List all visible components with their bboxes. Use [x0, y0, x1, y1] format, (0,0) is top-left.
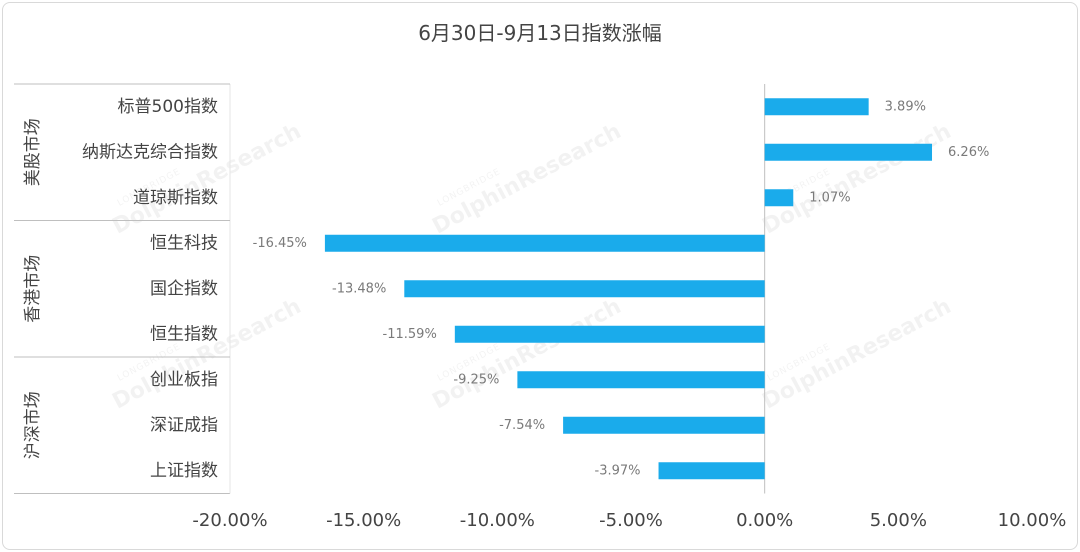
data-label: -13.48%: [332, 281, 386, 296]
watermark-text: DolphinResearch: [108, 119, 305, 240]
chart-title: 6月30日-9月13日指数涨幅: [418, 21, 662, 45]
watermark-text: DolphinResearch: [758, 294, 955, 415]
x-tick-label: -10.00%: [460, 510, 535, 531]
x-tick-label: -5.00%: [599, 510, 663, 531]
category-label: 国企指数: [150, 279, 218, 299]
watermark-text: DolphinResearch: [108, 294, 305, 415]
bar: [764, 189, 794, 207]
bar: [658, 462, 765, 480]
bar: [563, 416, 765, 434]
data-label: -9.25%: [453, 372, 499, 387]
data-label: -16.45%: [253, 236, 307, 251]
bar: [764, 143, 933, 161]
x-axis-ticks: -20.00% -15.00% -10.00% -5.00% 0.00% 5.00% 10.…: [192, 510, 1066, 531]
watermark-text: DolphinResearch: [428, 119, 625, 240]
bar: [764, 98, 869, 116]
group-label: 美股市场: [23, 118, 43, 186]
data-label: -3.97%: [595, 463, 641, 478]
bars: 3.89% 6.26% 1.07% -16.45% -13.48% -11.59% -9.2…: [253, 98, 989, 480]
category-label: 深证成指: [150, 415, 218, 435]
group-label: 香港市场: [23, 255, 43, 323]
data-label: -11.59%: [383, 327, 437, 342]
x-tick-label: -20.00%: [192, 510, 267, 531]
category-label: 道琼斯指数: [133, 188, 218, 208]
category-label: 恒生科技: [150, 233, 218, 253]
bar: [454, 325, 765, 343]
data-label: -7.54%: [499, 418, 545, 433]
category-label: 上证指数: [150, 461, 218, 481]
x-tick-label: -15.00%: [326, 510, 401, 531]
category-label: 创业板指: [150, 370, 218, 390]
data-label: 6.26%: [948, 145, 989, 160]
x-tick-label: 10.00%: [998, 510, 1067, 531]
category-label: 标普500指数: [118, 97, 218, 117]
bar: [324, 234, 765, 252]
data-label: 3.89%: [885, 99, 926, 114]
category-label: 纳斯达克综合指数: [82, 142, 218, 162]
bar: [404, 280, 765, 298]
bar: [517, 371, 765, 389]
watermark-text: DolphinResearch: [758, 119, 955, 240]
data-label: 1.07%: [809, 190, 850, 205]
x-tick-label: 5.00%: [870, 510, 927, 531]
group-label: 沪深市场: [23, 391, 43, 459]
watermark-text: DolphinResearch: [428, 294, 625, 415]
category-label: 恒生指数: [150, 324, 218, 344]
x-tick-label: 0.00%: [736, 510, 793, 531]
